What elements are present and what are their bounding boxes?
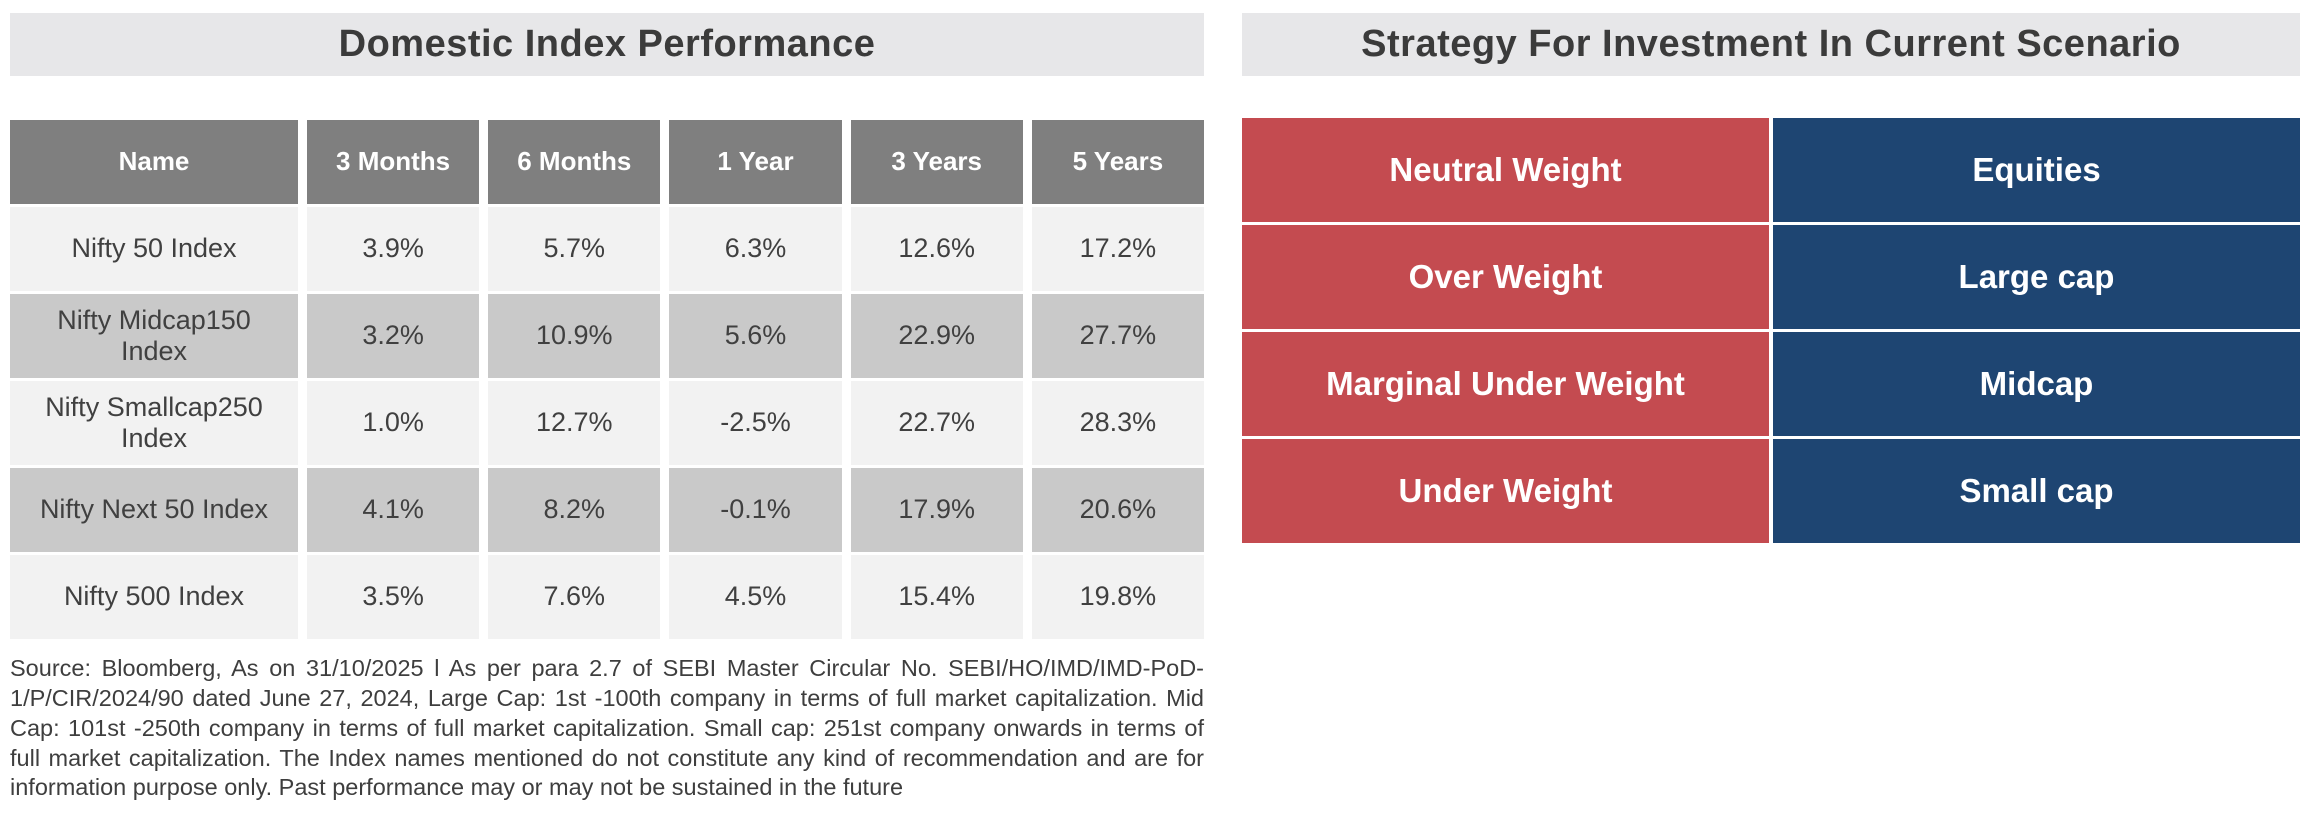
value-cell: 3.5% [307, 555, 480, 639]
header-cell-1year: 1 Year [669, 120, 842, 204]
value-cell: 6.3% [669, 207, 842, 291]
value-cell: 1.0% [307, 381, 480, 465]
value-cell: 10.9% [488, 294, 661, 378]
asset-cell: Midcap [1773, 332, 2300, 436]
value-cell: 20.6% [1031, 468, 1204, 552]
header-cell-3months: 3 Months [307, 120, 480, 204]
source-footnote: Source: Bloomberg, As on 31/10/2025 l As… [10, 655, 1204, 801]
value-cell: 5.7% [488, 207, 661, 291]
value-cell: 7.6% [488, 555, 661, 639]
asset-cell: Equities [1773, 118, 2300, 222]
value-cell: 3.9% [307, 207, 480, 291]
value-cell: 4.1% [307, 468, 480, 552]
value-cell: 5.6% [669, 294, 842, 378]
value-cell: 4.5% [669, 555, 842, 639]
weight-cell: Neutral Weight [1242, 118, 1769, 222]
value-cell: 17.2% [1031, 207, 1204, 291]
weight-cell: Marginal Under Weight [1242, 332, 1769, 436]
weight-cell: Under Weight [1242, 439, 1769, 543]
domestic-index-section: Domestic Index Performance Name 3 Months… [10, 13, 1204, 827]
value-cell: 17.9% [850, 468, 1023, 552]
value-cell: 22.9% [850, 294, 1023, 378]
value-cell: -0.1% [669, 468, 842, 552]
value-cell: 3.2% [307, 294, 480, 378]
header-cell-5years: 5 Years [1031, 120, 1204, 204]
index-name-cell: Nifty Smallcap250 Index [10, 381, 298, 465]
asset-cell: Large cap [1773, 225, 2300, 329]
strategy-section: Strategy For Investment In Current Scena… [1242, 13, 2300, 543]
header-cell-3years: 3 Years [850, 120, 1023, 204]
value-cell: 19.8% [1031, 555, 1204, 639]
header-cell-6months: 6 Months [488, 120, 661, 204]
value-cell: 12.6% [850, 207, 1023, 291]
value-cell: 27.7% [1031, 294, 1204, 378]
value-cell: 8.2% [488, 468, 661, 552]
value-cell: 12.7% [488, 381, 661, 465]
value-cell: 22.7% [850, 381, 1023, 465]
domestic-index-title: Domestic Index Performance [10, 13, 1204, 76]
value-cell: -2.5% [669, 381, 842, 465]
index-name-cell: Nifty Midcap150 Index [10, 294, 298, 378]
performance-table: Name 3 Months 6 Months 1 Year 3 Years 5 … [10, 120, 1204, 639]
value-cell: 15.4% [850, 555, 1023, 639]
strategy-title: Strategy For Investment In Current Scena… [1242, 13, 2300, 76]
strategy-table: Neutral Weight Equities Over Weight Larg… [1242, 118, 2300, 543]
asset-cell: Small cap [1773, 439, 2300, 543]
index-name-cell: Nifty 50 Index [10, 207, 298, 291]
header-cell-name: Name [10, 120, 298, 204]
weight-cell: Over Weight [1242, 225, 1769, 329]
index-name-cell: Nifty Next 50 Index [10, 468, 298, 552]
value-cell: 28.3% [1031, 381, 1204, 465]
index-name-cell: Nifty 500 Index [10, 555, 298, 639]
